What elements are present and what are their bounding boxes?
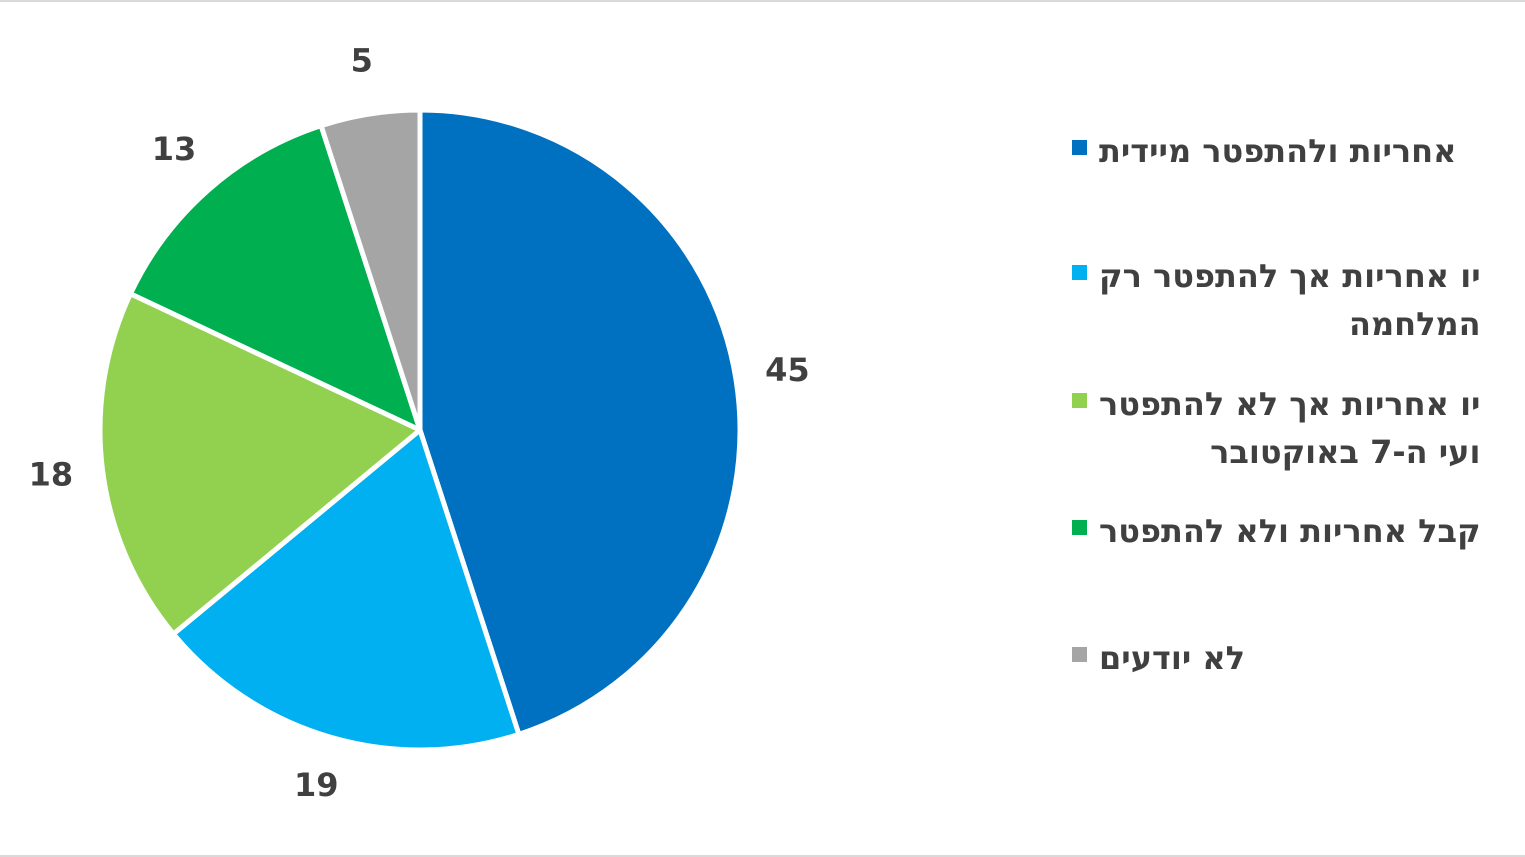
data-label: 13 xyxy=(152,130,197,168)
pie-slice xyxy=(97,291,423,637)
legend-marker xyxy=(1072,140,1087,155)
legend-item: יו אחריות אך לא להתפטר ועי ה-7 באוקטובר xyxy=(1072,380,1480,476)
data-label: 45 xyxy=(765,351,810,389)
pie-slice xyxy=(127,123,423,433)
legend-marker xyxy=(1072,393,1087,408)
legend-item: אחריות ולהתפטר מיידית xyxy=(1072,127,1456,175)
legend-item: יו אחריות אך להתפטר רק המלחמה xyxy=(1072,252,1481,348)
legend-label: יו אחריות אך לא להתפטר ועי ה-7 באוקטובר xyxy=(1099,385,1481,471)
legend-item: קבל אחריות ולא להתפטר xyxy=(1072,507,1481,555)
data-label: 19 xyxy=(294,766,339,804)
data-label: 18 xyxy=(29,456,74,494)
pie-slice xyxy=(170,427,522,753)
pie-slice xyxy=(318,107,423,433)
legend-label: יו אחריות אך להתפטר רק המלחמה xyxy=(1099,257,1481,343)
legend-marker xyxy=(1072,520,1087,535)
legend-label: לא יודעים xyxy=(1099,639,1246,677)
legend-item: לא יודעים xyxy=(1072,634,1245,682)
legend-marker xyxy=(1072,647,1087,662)
data-label: 5 xyxy=(351,42,373,80)
legend-marker xyxy=(1072,265,1087,280)
pie-slice xyxy=(417,107,743,737)
legend-label: אחריות ולהתפטר מיידית xyxy=(1099,132,1457,170)
legend-label: קבל אחריות ולא להתפטר xyxy=(1099,512,1481,550)
